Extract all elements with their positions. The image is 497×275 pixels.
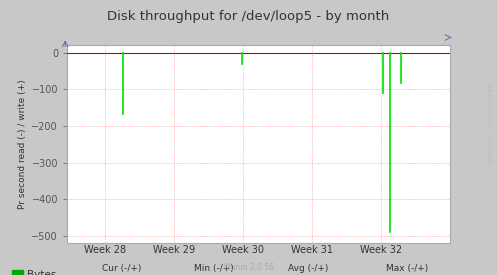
Text: Cur (-/+): Cur (-/+) (102, 264, 142, 273)
Text: Disk throughput for /dev/loop5 - by month: Disk throughput for /dev/loop5 - by mont… (107, 10, 390, 23)
Text: Min (-/+): Min (-/+) (194, 264, 234, 273)
Text: RRDTOOL / TOBI OETIKER: RRDTOOL / TOBI OETIKER (489, 83, 494, 164)
Text: Max (-/+): Max (-/+) (386, 264, 429, 273)
Text: Week 32: Week 32 (360, 245, 402, 255)
Text: Week 31: Week 31 (291, 245, 333, 255)
Text: Avg (-/+): Avg (-/+) (288, 264, 329, 273)
Text: Munin 2.0.56: Munin 2.0.56 (224, 263, 273, 272)
Text: Bytes: Bytes (27, 270, 57, 275)
Text: Week 30: Week 30 (222, 245, 264, 255)
Text: Week 29: Week 29 (153, 245, 195, 255)
Text: Week 28: Week 28 (84, 245, 126, 255)
Y-axis label: Pr second read (-) / write (+): Pr second read (-) / write (+) (18, 79, 27, 209)
